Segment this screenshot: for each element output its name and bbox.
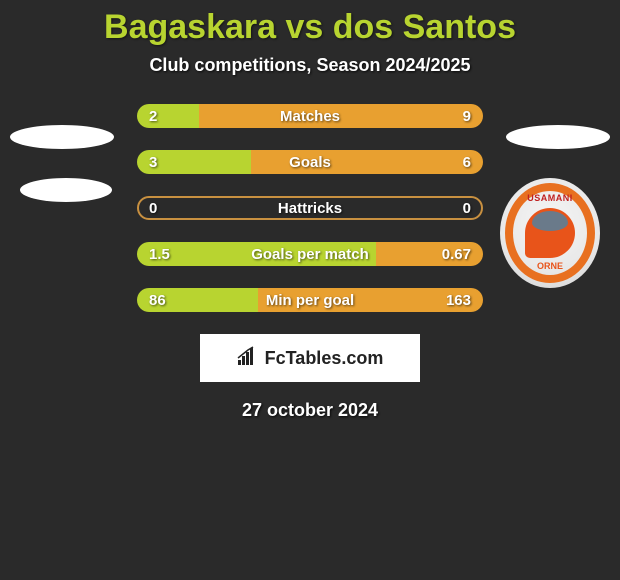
date: 27 october 2024	[0, 400, 620, 421]
value-right: 0.67	[442, 246, 471, 263]
chart-icon	[237, 346, 261, 371]
stat-label: Min per goal	[266, 292, 354, 309]
bar-left	[137, 104, 199, 128]
stat-row: 2 9 Matches	[0, 104, 620, 128]
bar-container: 3 6 Goals	[137, 150, 483, 174]
watermark: FcTables.com	[200, 334, 420, 382]
value-right: 6	[463, 154, 471, 171]
stat-label: Goals	[289, 154, 331, 171]
watermark-text: FcTables.com	[265, 348, 384, 369]
value-right: 9	[463, 108, 471, 125]
bar-right	[199, 104, 483, 128]
value-left: 2	[149, 108, 157, 125]
bar-container: 0 0 Hattricks	[137, 196, 483, 220]
page-title: Bagaskara vs dos Santos	[0, 0, 620, 47]
stat-row: 3 6 Goals	[0, 150, 620, 174]
bar-container: 86 163 Min per goal	[137, 288, 483, 312]
stat-row: 86 163 Min per goal	[0, 288, 620, 312]
bar-container: 1.5 0.67 Goals per match	[137, 242, 483, 266]
value-left: 86	[149, 292, 166, 309]
value-right: 0	[463, 200, 471, 217]
value-right: 163	[446, 292, 471, 309]
stat-row: 0 0 Hattricks	[0, 196, 620, 220]
stat-label: Goals per match	[251, 246, 369, 263]
stat-row: 1.5 0.67 Goals per match	[0, 242, 620, 266]
value-left: 1.5	[149, 246, 170, 263]
subtitle: Club competitions, Season 2024/2025	[0, 55, 620, 76]
bar-right	[251, 150, 483, 174]
stat-label: Matches	[280, 108, 340, 125]
stat-label: Hattricks	[278, 200, 342, 217]
value-left: 3	[149, 154, 157, 171]
value-left: 0	[149, 200, 157, 217]
stats-container: 2 9 Matches 3 6 Goals 0 0 Hattricks 1.5 0.67 Goals …	[0, 104, 620, 312]
bar-container: 2 9 Matches	[137, 104, 483, 128]
